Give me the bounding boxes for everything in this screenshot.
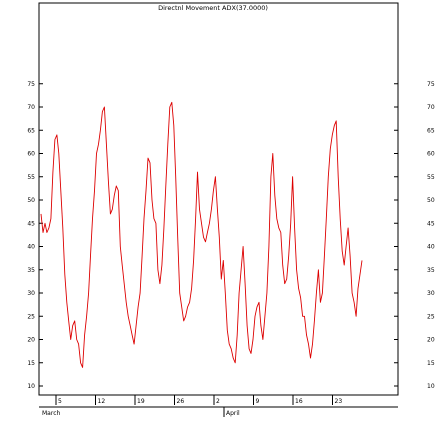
series-layer	[40, 101, 363, 368]
plot-area	[38, 2, 399, 396]
y-tick-label-left: 30	[27, 290, 35, 297]
y-tick-label-left: 20	[27, 337, 35, 344]
y-tick-label-left: 35	[27, 267, 35, 274]
y-tick-label-right: 55	[427, 174, 435, 181]
y-tick-label-left: 75	[27, 81, 35, 88]
y-tick-label-right: 25	[427, 313, 435, 320]
y-tick-label-left: 50	[27, 197, 35, 204]
x-day-label: 26	[177, 398, 185, 405]
x-day-label: 5	[58, 398, 62, 405]
y-tick-label-left: 25	[27, 313, 35, 320]
y-tick-label-right: 40	[427, 244, 435, 251]
y-tick-label-right: 50	[427, 197, 435, 204]
y-tick-label-right: 15	[427, 360, 435, 367]
x-month-label: April	[226, 410, 240, 417]
y-tick-label-right: 10	[427, 383, 435, 390]
y-tick-label-right: 75	[427, 81, 435, 88]
y-tick-label-right: 60	[427, 151, 435, 158]
x-day-label: 23	[335, 398, 343, 405]
x-month-label: March	[42, 410, 60, 417]
y-tick-label-right: 65	[427, 127, 435, 134]
x-day-label: 2	[216, 398, 220, 405]
y-tick-label-left: 15	[27, 360, 35, 367]
y-tick-label-right: 20	[427, 337, 435, 344]
x-day-label: 16	[295, 398, 303, 405]
y-tick-label-right: 35	[427, 267, 435, 274]
x-day-label: 12	[98, 398, 106, 405]
y-tick-label-right: 45	[427, 220, 435, 227]
y-tick-label-right: 30	[427, 290, 435, 297]
y-tick-label-left: 45	[27, 220, 35, 227]
y-tick-label-left: 40	[27, 244, 35, 251]
y-tick-label-left: 10	[27, 383, 35, 390]
y-tick-label-left: 70	[27, 104, 35, 111]
y-axis-right: 10 15 20 25 30 35 40 45 50 55 60 65 70 75	[394, 81, 435, 390]
y-tick-label-left: 60	[27, 151, 35, 158]
y-tick-label-right: 70	[427, 104, 435, 111]
y-tick-label-left: 65	[27, 127, 35, 134]
x-day-label: 9	[256, 398, 260, 405]
y-tick-label-left: 55	[27, 174, 35, 181]
x-day-label: 19	[137, 398, 145, 405]
chart-title: Directnl Movement ADX(37.0000)	[158, 4, 268, 12]
y-axis-left: 10 15 20 25 30 35 40 45 50 55 60 65 70 75	[27, 81, 43, 390]
x-axis: 5 12 19 26 2 9 16 23 March April	[39, 394, 398, 417]
